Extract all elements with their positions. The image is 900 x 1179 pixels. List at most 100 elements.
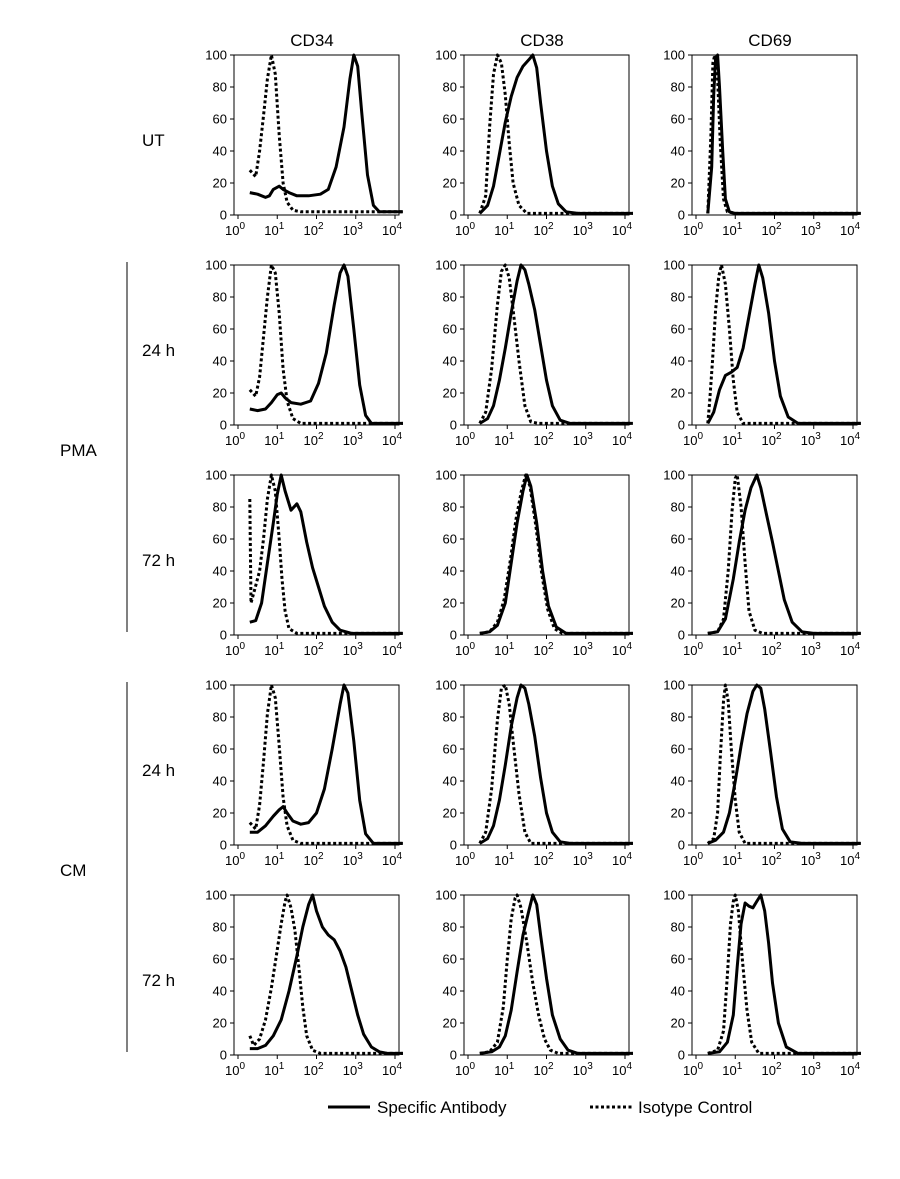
series-specific-antibody — [707, 683, 861, 845]
x-tick-label: 103 — [573, 641, 593, 658]
panel-cd34-r0: 0 20 40 60 80 100 100 101 102 103 104 — [205, 48, 403, 238]
y-tick-label: 80 — [443, 710, 457, 725]
row-label-pma-72h: 72 h — [142, 551, 175, 570]
legend-isotype-label: Isotype Control — [638, 1098, 752, 1117]
series-specific-antibody — [478, 53, 633, 215]
panel-cd38-r0: 0 20 40 60 80 100 100 101 102 103 104 — [435, 48, 633, 238]
series-specific-antibody — [249, 893, 403, 1055]
x-tick-label: 103 — [801, 431, 821, 448]
x-tick-label: 103 — [573, 431, 593, 448]
y-tick-label: 0 — [678, 1048, 685, 1063]
x-tick-label: 102 — [303, 851, 323, 868]
x-tick-label: 100 — [683, 221, 703, 238]
x-tick-label: 103 — [573, 221, 593, 238]
x-tick-label: 102 — [761, 221, 781, 238]
x-tick-label: 100 — [225, 1061, 245, 1078]
y-tick-label: 20 — [443, 176, 457, 191]
y-tick-label: 20 — [443, 806, 457, 821]
x-tick-label: 101 — [494, 431, 514, 448]
y-tick-label: 0 — [678, 838, 685, 853]
x-tick-label: 102 — [533, 641, 553, 658]
x-tick-label: 104 — [840, 641, 860, 658]
x-tick-label: 101 — [722, 221, 742, 238]
y-tick-label: 80 — [213, 290, 227, 305]
series-specific-antibody — [249, 683, 403, 845]
y-tick-label: 60 — [213, 532, 227, 547]
x-tick-label: 103 — [801, 221, 821, 238]
y-tick-label: 100 — [205, 888, 227, 903]
y-tick-label: 60 — [671, 532, 685, 547]
panel-frame — [233, 684, 400, 846]
group-label-cm: CM — [60, 861, 86, 880]
x-tick-label: 100 — [683, 431, 703, 448]
y-tick-label: 80 — [671, 500, 685, 515]
y-tick-label: 100 — [435, 258, 457, 273]
y-tick-label: 0 — [220, 628, 227, 643]
series-isotype-control — [478, 683, 633, 845]
y-tick-label: 20 — [213, 806, 227, 821]
panel-frame — [691, 894, 858, 1056]
series-specific-antibody — [707, 473, 861, 635]
y-tick-label: 80 — [443, 920, 457, 935]
series-isotype-control — [478, 53, 633, 215]
column-titles: CD34 CD38 CD69 — [290, 31, 791, 50]
y-tick-label: 100 — [663, 258, 685, 273]
x-tick-label: 104 — [612, 431, 632, 448]
x-tick-label: 101 — [722, 1061, 742, 1078]
x-tick-label: 100 — [225, 641, 245, 658]
x-tick-label: 101 — [722, 641, 742, 658]
y-tick-label: 20 — [443, 596, 457, 611]
panel-frame — [463, 894, 630, 1056]
x-tick-label: 104 — [612, 1061, 632, 1078]
x-tick-label: 104 — [382, 641, 402, 658]
y-tick-label: 80 — [671, 920, 685, 935]
x-tick-label: 101 — [494, 851, 514, 868]
x-tick-label: 104 — [840, 1061, 860, 1078]
y-tick-label: 40 — [671, 144, 685, 159]
panel-cd34-r2: 0 20 40 60 80 100 100 101 102 103 104 — [205, 468, 403, 658]
panel-frame — [463, 474, 630, 636]
y-tick-label: 100 — [663, 678, 685, 693]
x-tick-label: 104 — [382, 1061, 402, 1078]
group-labels: PMA CM — [60, 262, 128, 1052]
panel-frame — [233, 894, 400, 1056]
panel-frame — [691, 264, 858, 426]
y-tick-label: 60 — [671, 742, 685, 757]
y-tick-label: 60 — [213, 952, 227, 967]
y-tick-label: 80 — [443, 80, 457, 95]
y-tick-label: 60 — [671, 322, 685, 337]
column-title-cd34: CD34 — [290, 31, 333, 50]
y-tick-label: 100 — [663, 48, 685, 63]
x-tick-label: 101 — [494, 1061, 514, 1078]
panel-frame — [463, 264, 630, 426]
x-tick-label: 104 — [840, 431, 860, 448]
series-specific-antibody — [479, 893, 633, 1055]
y-tick-label: 20 — [213, 596, 227, 611]
y-tick-label: 100 — [435, 468, 457, 483]
group-label-pma: PMA — [60, 441, 98, 460]
y-tick-label: 60 — [443, 532, 457, 547]
histogram-panels: 0 20 40 60 80 100 100 101 102 103 104 0 20 40 60 80 100 1… — [205, 48, 861, 1078]
y-tick-label: 100 — [205, 468, 227, 483]
legend-specific-label: Specific Antibody — [377, 1098, 507, 1117]
y-tick-label: 0 — [220, 1048, 227, 1063]
x-tick-label: 102 — [533, 851, 553, 868]
series-specific-antibody — [249, 53, 403, 214]
panel-cd69-r2: 0 20 40 60 80 100 100 101 102 103 104 — [663, 468, 861, 658]
y-tick-label: 0 — [220, 418, 227, 433]
panel-frame — [463, 54, 630, 216]
y-tick-label: 20 — [671, 176, 685, 191]
series-isotype-control — [248, 893, 403, 1055]
x-tick-label: 103 — [573, 1061, 593, 1078]
series-specific-antibody — [249, 263, 403, 425]
x-tick-label: 104 — [840, 221, 860, 238]
y-tick-label: 80 — [671, 710, 685, 725]
x-tick-label: 104 — [382, 431, 402, 448]
x-tick-label: 102 — [303, 1061, 323, 1078]
series-specific-antibody — [706, 53, 861, 215]
y-tick-label: 100 — [663, 468, 685, 483]
y-tick-label: 40 — [443, 984, 457, 999]
y-tick-label: 20 — [213, 386, 227, 401]
y-tick-label: 100 — [435, 678, 457, 693]
panel-cd69-r4: 0 20 40 60 80 100 100 101 102 103 104 — [663, 888, 861, 1078]
